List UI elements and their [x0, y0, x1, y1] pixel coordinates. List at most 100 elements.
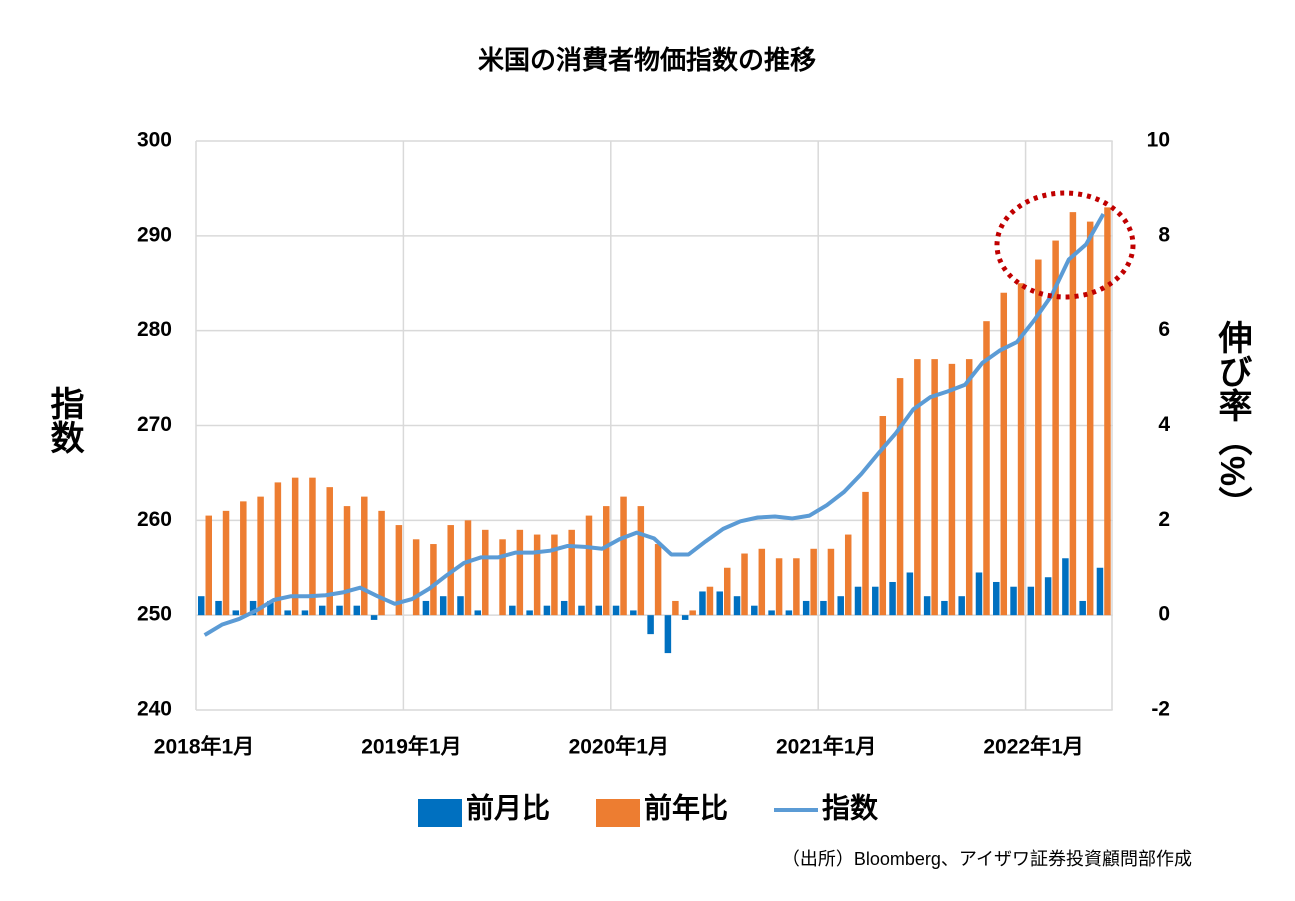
- bar: [906, 572, 914, 616]
- bar: [1086, 221, 1094, 616]
- bar: [499, 539, 506, 616]
- bar: [923, 596, 931, 616]
- legend-label: 前月比: [466, 791, 550, 823]
- bar: [274, 482, 282, 616]
- bar: [361, 496, 368, 616]
- bar: [681, 615, 689, 620]
- bar: [723, 567, 731, 616]
- highlight-ellipse: [994, 190, 1136, 300]
- bar: [1079, 600, 1086, 616]
- bar: [205, 515, 212, 616]
- bar: [1027, 586, 1035, 616]
- bar: [689, 610, 696, 616]
- bar: [854, 586, 862, 616]
- bar: [326, 487, 333, 616]
- bar: [464, 520, 472, 616]
- bar: [336, 605, 343, 616]
- bar: [353, 605, 361, 616]
- bar: [664, 615, 672, 654]
- y-tick-label: 270: [137, 413, 172, 436]
- bar: [430, 544, 437, 616]
- bar: [378, 510, 385, 616]
- bar: [1104, 207, 1111, 616]
- bar: [551, 534, 558, 616]
- bar: [872, 586, 879, 616]
- bar: [810, 548, 817, 616]
- bar: [896, 378, 904, 616]
- bar: [785, 610, 793, 616]
- bar: [240, 501, 247, 616]
- bar: [578, 605, 585, 616]
- bar: [1000, 292, 1008, 616]
- y-tick-label: 260: [137, 508, 172, 531]
- y2-tick-label: 4: [1158, 413, 1170, 436]
- bar: [198, 596, 205, 616]
- bar: [975, 572, 983, 616]
- source-note: （出所）Bloomberg、アイザワ証券投資顧問部作成: [782, 849, 1192, 869]
- bar: [482, 529, 489, 616]
- y-tick-label: 280: [137, 318, 172, 341]
- bar: [526, 610, 533, 616]
- bar: [309, 477, 316, 616]
- bar: [837, 596, 844, 616]
- bar: [758, 548, 766, 616]
- bar: [1069, 212, 1077, 616]
- bar: [301, 610, 309, 616]
- bar: [741, 553, 748, 616]
- y-axis-label: 指数: [45, 386, 84, 454]
- bar: [751, 605, 758, 616]
- bar: [965, 359, 973, 616]
- x-tick-label: 2021年1月: [776, 735, 876, 759]
- bar: [931, 359, 938, 616]
- bar: [716, 591, 723, 616]
- bar: [284, 610, 291, 616]
- bar: [439, 596, 447, 616]
- y-tick-label: 290: [137, 223, 172, 246]
- legend-label: 指数: [822, 792, 879, 823]
- chart-title: 米国の消費者物価指数の推移: [478, 45, 816, 75]
- y2-axis-label: 伸び率（%）: [1213, 320, 1253, 520]
- bar: [222, 510, 230, 616]
- bar: [844, 534, 852, 616]
- bar: [343, 506, 351, 616]
- bar: [802, 600, 810, 616]
- bar: [775, 558, 783, 616]
- bar: [612, 605, 620, 616]
- y2-tick-label: 10: [1147, 129, 1170, 152]
- legend-swatch: [418, 799, 462, 827]
- x-tick-label: 2020年1月: [569, 735, 669, 759]
- bar: [257, 496, 264, 616]
- bar: [318, 605, 326, 616]
- bar: [395, 525, 403, 616]
- bar: [1062, 558, 1069, 616]
- bar: [733, 596, 741, 616]
- y2-tick-label: 8: [1158, 223, 1170, 246]
- bar: [1096, 567, 1104, 616]
- bar: [215, 600, 222, 616]
- bar: [862, 491, 869, 616]
- y2-tick-label: 2: [1158, 508, 1170, 531]
- bar: [1010, 586, 1017, 616]
- bar: [820, 600, 827, 616]
- bar: [585, 515, 593, 616]
- bar: [1035, 259, 1042, 616]
- bar: [595, 605, 603, 616]
- bar: [793, 558, 800, 616]
- bar: [474, 610, 482, 616]
- bar: [249, 600, 257, 616]
- bar: [1017, 283, 1025, 616]
- bar: [654, 544, 662, 616]
- bar: [993, 581, 1000, 616]
- bar: [603, 506, 610, 616]
- y-tick-label: 250: [137, 603, 172, 626]
- x-tick-label: 2019年1月: [361, 735, 461, 759]
- bar: [533, 534, 541, 616]
- bar: [948, 363, 956, 616]
- bar: [706, 586, 714, 616]
- bar: [568, 529, 575, 616]
- bar: [267, 600, 274, 616]
- bar: [983, 321, 990, 616]
- bar: [958, 596, 965, 616]
- y-tick-label: 240: [137, 698, 172, 721]
